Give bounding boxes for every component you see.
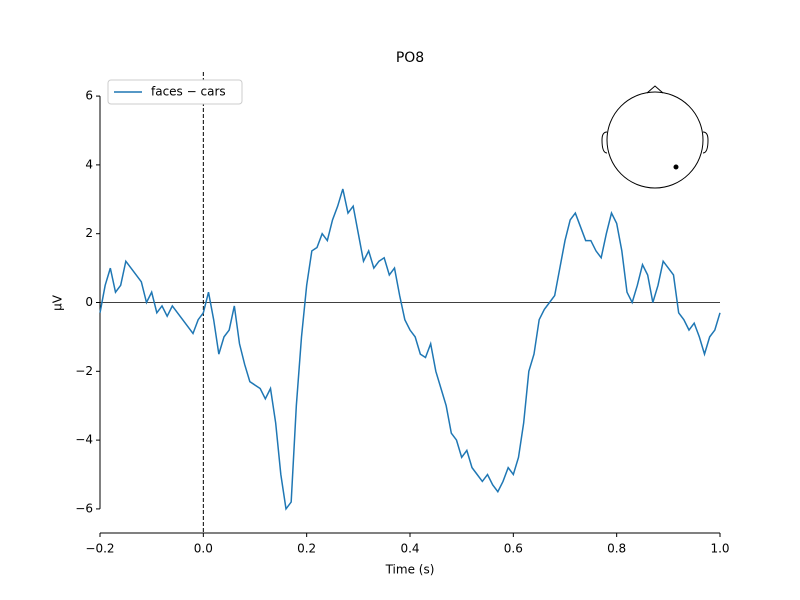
x-axis-label: Time (s): [385, 563, 435, 577]
y-tick-label: 0: [85, 295, 93, 309]
x-tick-label: 1.0: [710, 542, 729, 556]
x-tick-label: 0.6: [504, 542, 523, 556]
data-line: [99, 188, 721, 511]
x-tick-label: −0.2: [85, 542, 114, 556]
y-axis-label: µV: [51, 294, 65, 311]
y-tick-label: 6: [85, 89, 93, 103]
sensor-head: [601, 85, 709, 189]
y-tick-label: −6: [75, 501, 93, 515]
y-tick-label: −2: [75, 364, 93, 378]
y-tick-label: 4: [85, 157, 93, 171]
legend-label: faces − cars: [151, 85, 226, 99]
x-tick-label: 0.4: [400, 542, 419, 556]
chart-title: PO8: [396, 50, 424, 66]
x-tick-label: 0.8: [607, 542, 626, 556]
x-tick-label: 0.2: [297, 542, 316, 556]
x-tick-label: 0.0: [194, 542, 213, 556]
y-tick-label: −4: [75, 433, 93, 447]
legend-box: [107, 79, 243, 105]
y-tick-label: 2: [85, 226, 93, 240]
